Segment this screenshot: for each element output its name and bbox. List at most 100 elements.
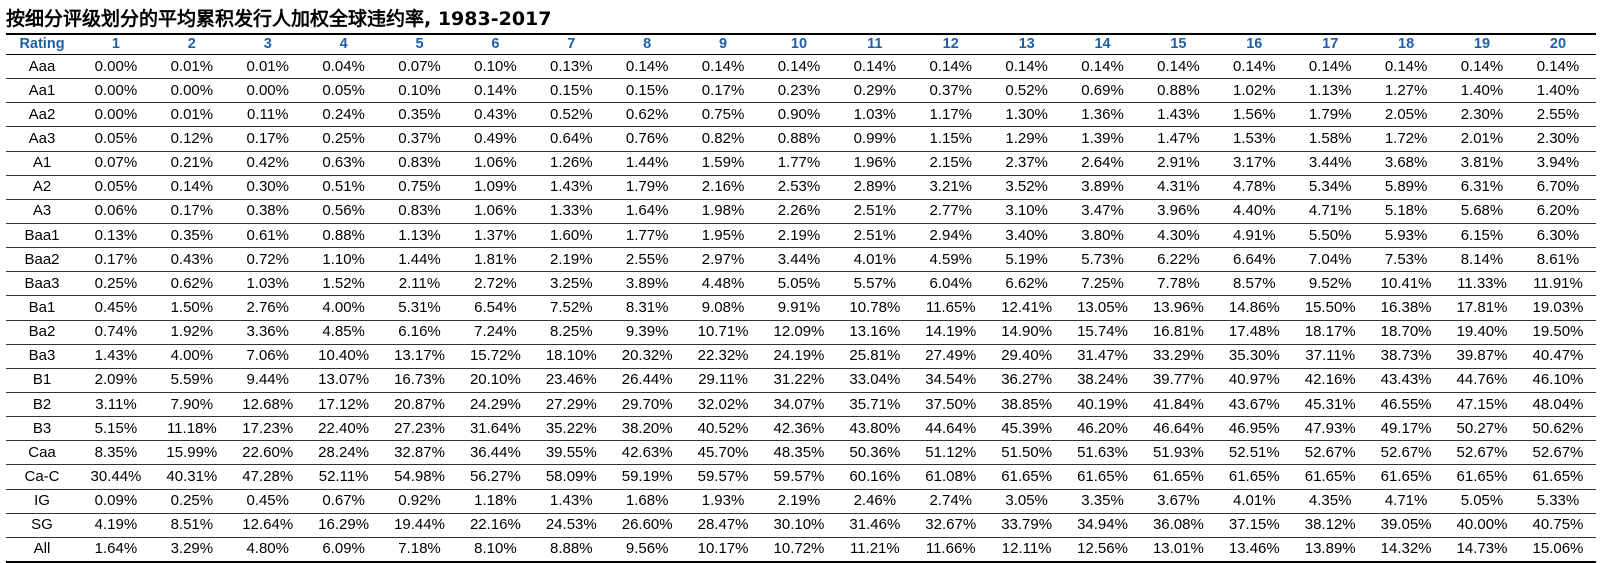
table-cell: 6.31% [1444,175,1520,200]
table-cell: 6.04% [912,271,989,297]
table-cell: 0.01% [153,54,230,80]
table-cell: 0.00% [153,78,230,104]
row-label: Baa2 [6,247,78,273]
table-row: Aa2 0.00% 0.01% 0.11% 0.24% 0.35% 0.43% 0.52% 0.… [6,102,1596,128]
table-cell: 35.71% [836,392,913,418]
table-cell: 3.81% [1444,151,1520,176]
table-cell: 5.05% [1444,489,1520,514]
table-cell: 31.46% [836,513,913,538]
table-cell: 0.14% [1216,54,1293,80]
table-cell: 48.04% [1519,392,1596,418]
table-cell: 52.67% [1519,440,1596,466]
table-cell: 5.68% [1444,199,1520,224]
table-cell: 1.79% [1292,102,1369,128]
table-cell: 0.30% [229,175,306,200]
table-cell: 0.29% [836,78,913,104]
table-cell: 12.09% [761,320,837,345]
table-cell: 1.06% [457,151,534,176]
table-cell: 56.27% [457,464,534,490]
table-cell: 0.17% [685,78,762,104]
table-cell: 8.88% [533,537,610,563]
table-row: Ba3 1.43% 4.00% 7.06% 10.40% 13.17% 15.72% 18.1… [6,344,1596,369]
table-cell: 51.93% [1140,440,1217,466]
table-row: B3 5.15% 11.18% 17.23% 22.40% 27.23% 31.64% 35.… [6,416,1596,442]
table-cell: 19.03% [1519,295,1596,321]
table-cell: 13.96% [1140,295,1217,321]
table-cell: 1.43% [1140,102,1217,128]
table-cell: 43.67% [1216,392,1293,418]
table-cell: 1.40% [1444,78,1520,104]
table-cell: 0.61% [229,223,306,249]
table-cell: 0.10% [457,54,534,80]
table-cell: 34.07% [761,392,837,418]
column-header-year-3: 3 [229,35,306,55]
table-cell: 0.14% [153,175,230,200]
table-cell: 2.30% [1519,126,1596,152]
table-cell: 27.23% [381,416,458,442]
table-cell: 2.72% [457,271,534,297]
table-cell: 4.71% [1292,199,1369,224]
table-cell: 1.77% [761,151,837,176]
table-cell: 3.94% [1519,151,1596,176]
table-cell: 39.05% [1368,513,1445,538]
table-cell: 38.85% [988,392,1065,418]
table-cell: 28.24% [305,440,382,466]
table-cell: 20.10% [457,368,534,393]
table-cell: 3.36% [229,320,306,345]
table-cell: 3.68% [1368,151,1445,176]
table-cell: 1.72% [1368,126,1445,152]
table-cell: 3.89% [609,271,686,297]
table-cell: 2.19% [533,247,610,273]
table-cell: 44.64% [912,416,989,442]
table-cell: 20.32% [609,344,686,369]
row-label: Baa3 [6,271,78,297]
table-cell: 33.29% [1140,344,1217,369]
table-cell: 15.50% [1292,295,1369,321]
row-label: Ba3 [6,344,78,369]
table-cell: 6.20% [1519,199,1596,224]
table-cell: 0.15% [609,78,686,104]
table-cell: 38.20% [609,416,686,442]
table-cell: 0.00% [78,102,154,128]
table-cell: 3.35% [1064,489,1141,514]
column-header-year-16: 16 [1216,35,1293,55]
table-cell: 3.52% [988,175,1065,200]
table-row: All 1.64% 3.29% 4.80% 6.09% 7.18% 8.10% 8.88% 9.… [6,537,1596,563]
table-cell: 4.40% [1216,199,1293,224]
table-cell: 19.40% [1444,320,1520,345]
row-label: SG [6,513,78,538]
table-cell: 0.45% [229,489,306,514]
table-cell: 3.17% [1216,151,1293,176]
table-cell: 0.83% [381,151,458,176]
table-cell: 8.10% [457,537,534,563]
row-label: Ba1 [6,295,78,321]
table-cell: 16.38% [1368,295,1445,321]
table-cell: 2.01% [1444,126,1520,152]
table-cell: 15.72% [457,344,534,369]
table-cell: 3.80% [1064,223,1141,249]
table-cell: 0.52% [988,78,1065,104]
table-cell: 3.25% [533,271,610,297]
table-cell: 19.50% [1519,320,1596,345]
table-cell: 17.23% [229,416,306,442]
table-cell: 0.45% [78,295,154,321]
table-cell: 0.14% [1292,54,1369,80]
table-cell: 13.16% [836,320,913,345]
column-header-year-19: 19 [1444,35,1520,55]
table-cell: 1.10% [305,247,382,273]
table-cell: 2.37% [988,151,1065,176]
table-cell: 16.81% [1140,320,1217,345]
row-label: Aa3 [6,126,78,152]
table-cell: 61.65% [1216,464,1293,490]
table-cell: 0.17% [153,199,230,224]
column-header-year-2: 2 [153,35,230,55]
table-cell: 0.82% [685,126,762,152]
table-cell: 1.60% [533,223,610,249]
table-cell: 1.64% [609,199,686,224]
table-cell: 0.88% [761,126,837,152]
table-cell: 9.56% [609,537,686,563]
default-rate-table: Rating 1 2 3 4 5 6 7 8 9 10 11 12 13 14 15 16 17 18 19 20 Aa… [6,35,1596,563]
table-cell: 5.19% [988,247,1065,273]
table-cell: 0.01% [229,54,306,80]
table-row: Aaa 0.00% 0.01% 0.01% 0.04% 0.07% 0.10% 0.13% 0.… [6,54,1596,80]
